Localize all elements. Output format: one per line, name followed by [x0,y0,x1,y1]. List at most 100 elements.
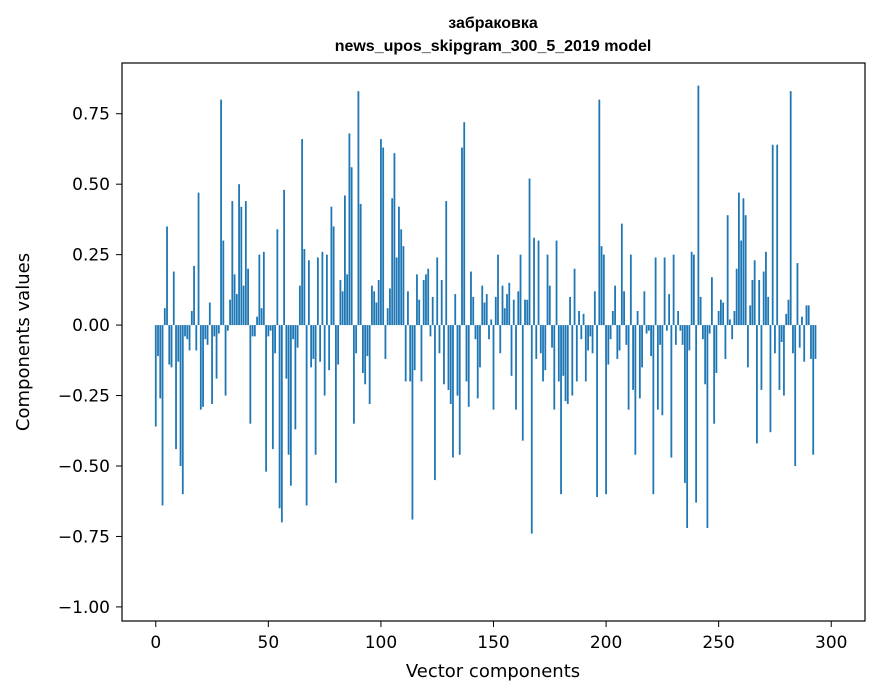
bar-260 [740,240,743,326]
bar-228 [668,294,671,326]
bar-238 [690,251,693,326]
bar-135 [458,325,461,455]
bar-133 [454,294,457,326]
bar-49 [265,325,267,472]
bar-254 [726,215,729,326]
bar-257 [733,311,736,326]
bar-247 [710,277,713,326]
bar-204 [614,285,616,326]
bar-83 [341,291,344,326]
bar-6 [168,325,171,365]
bar-54 [276,229,279,326]
bar-216 [641,325,644,368]
bar-108 [398,206,400,326]
bar-291 [810,325,812,359]
bar-242 [699,296,702,326]
bar-8 [172,271,175,326]
y-axis-label: Components values [13,253,34,431]
bar-212 [632,325,634,390]
bar-172 [542,325,544,382]
bar-205 [616,325,619,359]
bar-176 [551,325,553,348]
bar-230 [672,254,675,326]
bar-267 [756,325,758,444]
bar-159 [512,299,515,326]
bar-194 [591,325,594,354]
bar-178 [555,240,558,326]
bar-138 [465,325,468,382]
bar-113 [409,325,412,382]
bar-155 [503,308,506,326]
bar-90 [357,91,360,326]
bar-84 [343,195,346,326]
bar-158 [510,325,513,376]
bar-38 [240,206,243,326]
bar-193 [589,325,592,337]
bar-119 [422,280,425,326]
bar-152 [497,254,499,326]
bar-44 [253,325,256,337]
bar-236 [686,325,689,528]
bar-12 [181,325,184,495]
bar-282 [789,91,792,326]
bar-127 [440,280,443,326]
bar-214 [636,311,639,326]
bar-165 [526,299,529,326]
bar-29 [220,99,222,326]
bar-287 [801,316,803,326]
bar-190 [582,313,585,326]
x-tick-label: 50 [258,633,280,653]
bar-276 [776,144,779,326]
bar-147 [485,294,488,326]
bar-246 [708,325,711,334]
bar-122 [429,325,432,337]
bar-28 [217,325,220,334]
bar-73 [319,325,322,362]
bar-248 [713,325,716,424]
bar-125 [436,257,439,326]
bar-70 [312,325,315,359]
bar-96 [371,285,373,326]
bar-21 [202,325,204,407]
bar-231 [674,325,677,345]
bar-69 [310,325,313,368]
bar-187 [575,325,578,382]
bar-16 [190,311,193,326]
bar-275 [774,325,776,354]
bar-143 [476,325,479,399]
bar-1 [157,325,159,357]
bar-131 [449,325,452,404]
bar-51 [269,325,272,331]
bar-281 [787,299,790,326]
bar-177 [553,325,556,410]
bar-280 [785,313,788,326]
bar-53 [274,325,277,354]
bar-25 [211,325,213,404]
y-tick-label: 0.75 [72,105,110,125]
bar-24 [208,302,211,326]
bar-173 [544,325,547,371]
bar-115 [413,325,416,371]
bar-269 [760,325,763,390]
bar-206 [618,325,621,351]
bar-283 [792,325,794,354]
bar-290 [807,305,810,326]
bar-116 [416,274,418,326]
bar-95 [368,325,371,404]
bar-181 [562,325,565,376]
bar-226 [663,257,666,326]
bar-263 [747,325,749,368]
bar-56 [280,325,283,523]
bar-34 [231,201,234,326]
bar-117 [418,299,421,326]
bar-100 [380,139,382,326]
bar-223 [656,325,659,410]
bar-82 [339,280,342,326]
bar-124 [434,325,436,481]
x-axis-label: Vector components [406,661,580,682]
bar-35 [233,274,236,326]
bar-293 [814,325,817,359]
bar-106 [393,153,396,326]
bar-92 [362,325,364,373]
bar-234 [681,325,684,345]
